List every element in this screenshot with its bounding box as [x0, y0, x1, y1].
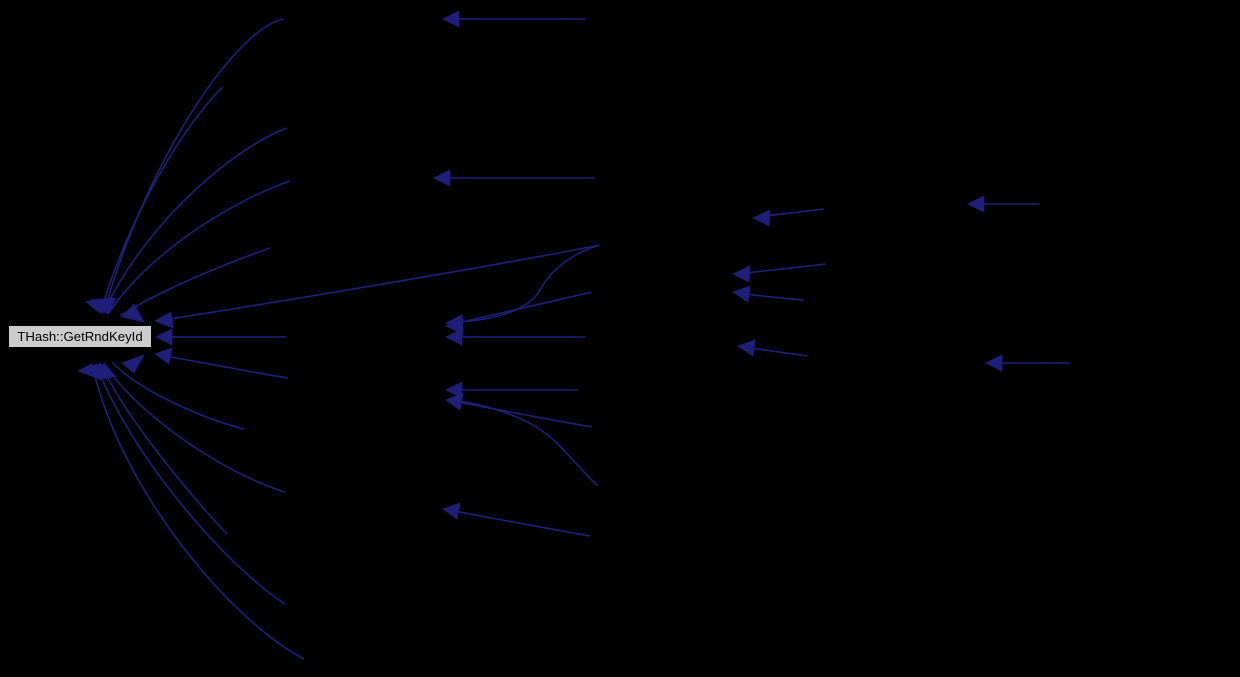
caller-node-hidden[interactable]: [599, 234, 721, 257]
caller-node-hidden[interactable]: [589, 525, 711, 548]
edge-caller-to-center: [111, 361, 245, 430]
arrowhead-icon: [442, 502, 461, 520]
edge-caller-to-caller: [457, 244, 601, 323]
arrowhead-icon: [445, 381, 463, 399]
arrowhead-icon: [445, 392, 464, 410]
edge-caller-to-caller: [744, 263, 827, 274]
arrowhead-icon: [737, 339, 756, 357]
arrowhead-icon: [442, 10, 460, 28]
hidden-caller-nodes: [577, 8, 1191, 548]
caller-node-hidden[interactable]: [585, 8, 707, 31]
edge-group-right-into-center: [154, 244, 601, 379]
edge-caller-to-caller: [457, 401, 593, 428]
caller-node-hidden[interactable]: [591, 281, 713, 304]
arrowhead-icon: [92, 297, 117, 315]
edge-caller-to-center: [164, 355, 289, 379]
caller-node-hidden[interactable]: [594, 167, 716, 190]
arrowhead-icon: [433, 169, 451, 187]
edge-group-column-2: [433, 10, 601, 537]
edge-group-column-3: [732, 208, 827, 357]
arrowhead-icon: [732, 285, 751, 303]
caller-node-hidden[interactable]: [591, 416, 713, 439]
arrowhead-icon: [445, 328, 463, 346]
edge-caller-to-center: [95, 363, 286, 605]
arrowhead-icon: [77, 363, 103, 381]
edge-caller-to-caller: [457, 400, 599, 487]
edge-caller-to-center: [99, 362, 228, 535]
edge-caller-to-caller: [744, 293, 805, 301]
arrowhead-icon: [752, 209, 771, 227]
arrowhead-icon: [445, 317, 464, 335]
edge-group-lower-fan: [77, 354, 305, 660]
caller-node-hidden[interactable]: [577, 379, 699, 402]
edge-caller-to-caller: [454, 510, 591, 537]
edge-caller-to-center: [99, 86, 224, 314]
arrowhead-icon: [155, 328, 173, 346]
arrowhead-icon: [154, 347, 173, 365]
caller-node-hidden[interactable]: [807, 345, 929, 368]
arrowhead-icon: [121, 354, 145, 374]
edge-caller-to-center: [91, 363, 305, 660]
arrowhead-icon: [121, 303, 145, 323]
arrowhead-icon: [985, 354, 1003, 372]
edge-caller-to-center: [102, 127, 288, 314]
edge-group-column-4: [967, 195, 1070, 372]
edge-caller-to-caller: [457, 291, 593, 324]
caller-node-hidden[interactable]: [823, 198, 945, 221]
arrowhead-icon: [732, 265, 751, 283]
edge-group-upper-fan: [85, 18, 291, 323]
caller-node-hidden[interactable]: [597, 475, 719, 498]
edge-caller-to-center: [103, 362, 286, 493]
edge-caller-to-center: [162, 244, 601, 321]
current-node-box[interactable]: [8, 325, 152, 348]
caller-node-hidden[interactable]: [825, 253, 947, 276]
edge-caller-to-center: [107, 180, 291, 315]
edge-caller-to-center: [103, 18, 285, 313]
arrowhead-icon: [967, 195, 985, 213]
caller-node-hidden[interactable]: [585, 326, 707, 349]
caller-node-hidden[interactable]: [1039, 193, 1161, 216]
caller-node-hidden[interactable]: [803, 289, 925, 312]
arrowhead-icon: [154, 311, 174, 329]
caller-node-hidden[interactable]: [1069, 352, 1191, 375]
